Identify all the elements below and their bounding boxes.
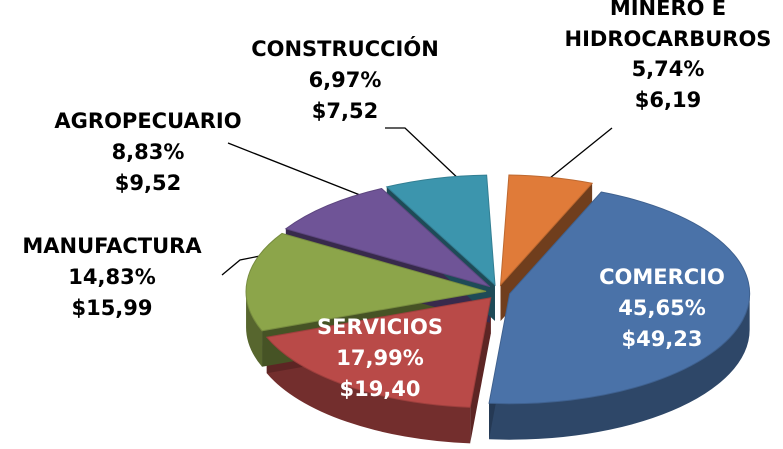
data-label: COMERCIO 45,65% $49,23 [599, 265, 725, 351]
pie-tops [245, 174, 751, 408]
percent-label: 45,65% [618, 296, 705, 320]
slice [499, 174, 594, 287]
amount-label: $19,40 [339, 377, 420, 401]
category-label: AGROPECUARIO [54, 109, 241, 133]
slice [265, 297, 492, 408]
category-label-line: MINERO E [610, 0, 726, 20]
slice-side [246, 291, 263, 367]
leader-line [385, 127, 463, 183]
data-label: CONSTRUCCIÓN 6,97% $7,52 [251, 36, 439, 123]
leader-lines [221, 127, 613, 276]
amount-label: $49,23 [621, 327, 702, 351]
data-label: AGROPECUARIO 8,83% $9,52 [54, 109, 241, 195]
amount-label: $6,19 [635, 88, 701, 112]
data-label: SERVICIOS 17,99% $19,40 [317, 315, 443, 401]
percent-label: 5,74% [632, 57, 705, 81]
slice-side [489, 293, 750, 440]
category-label: SERVICIOS [317, 315, 443, 339]
percent-label: 14,83% [68, 265, 155, 289]
slice [245, 232, 487, 332]
category-label: MANUFACTURA [22, 234, 202, 258]
leader-line [221, 254, 266, 276]
leader-line [227, 142, 361, 196]
amount-label: $9,52 [115, 171, 181, 195]
data-label: MANUFACTURA 14,83% $15,99 [22, 234, 202, 320]
data-label: MINERO E HIDROCARBUROS 5,74% $6,19 [565, 0, 772, 112]
slice-side [266, 337, 471, 444]
category-label: MINERO E HIDROCARBUROS [565, 0, 772, 51]
percent-label: 17,99% [336, 346, 423, 370]
slice [488, 191, 751, 405]
amount-label: $7,52 [312, 99, 378, 123]
amount-label: $15,99 [71, 296, 152, 320]
percent-label: 6,97% [309, 68, 382, 92]
category-label-line: HIDROCARBUROS [565, 27, 772, 51]
percent-label: 8,83% [112, 140, 185, 164]
leader-line [544, 127, 613, 183]
category-label: CONSTRUCCIÓN [251, 36, 439, 61]
slice [385, 174, 496, 287]
category-label: COMERCIO [599, 265, 725, 289]
slice [284, 187, 491, 288]
